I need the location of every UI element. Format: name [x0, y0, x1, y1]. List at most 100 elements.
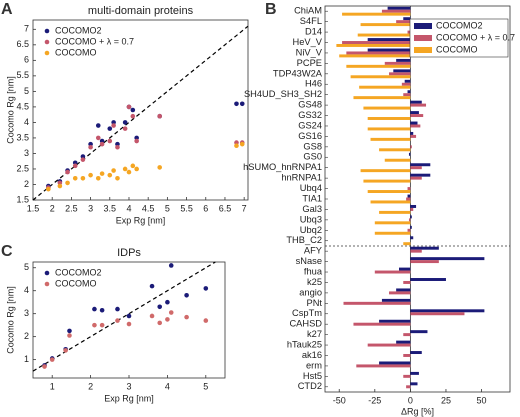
- legend-marker: [44, 270, 50, 276]
- data-point: [63, 348, 68, 353]
- bar: [410, 382, 418, 386]
- bar: [343, 301, 411, 305]
- bar: [410, 131, 414, 135]
- x-tick-label: 1: [50, 381, 55, 391]
- bar: [387, 6, 411, 10]
- bar: [401, 82, 411, 86]
- data-point: [134, 166, 139, 172]
- bar: [346, 51, 411, 55]
- data-point: [157, 304, 163, 310]
- bar: [410, 166, 422, 170]
- data-point: [111, 123, 116, 128]
- data-point: [203, 318, 209, 323]
- category-label: k27: [307, 329, 322, 339]
- bar: [399, 267, 411, 271]
- data-point: [234, 143, 239, 148]
- plot-frame: [32, 19, 249, 201]
- bar: [410, 278, 446, 281]
- y-tick-label: 3: [24, 148, 29, 158]
- data-point: [122, 166, 128, 172]
- category-label: TIA1: [302, 193, 322, 203]
- panel-label: C: [1, 243, 13, 260]
- bar: [393, 69, 411, 73]
- x-tick-label: 1.5: [27, 203, 40, 213]
- bar: [410, 173, 431, 177]
- bar: [389, 291, 411, 295]
- category-label: GS0: [303, 152, 322, 162]
- category-label: CspTm: [292, 308, 322, 318]
- bar: [379, 148, 411, 152]
- x-axis-label: ΔRg [%]: [401, 406, 434, 416]
- data-point: [107, 126, 113, 131]
- category-label: erm: [306, 360, 322, 370]
- x-tick-label: 3: [126, 381, 131, 391]
- category-label: AFY: [304, 246, 322, 256]
- data-point: [80, 157, 86, 162]
- bar: [410, 249, 422, 253]
- x-tick-label: 25: [441, 395, 451, 405]
- bar: [410, 371, 419, 375]
- bar: [360, 23, 411, 27]
- bar: [374, 221, 411, 225]
- bar: [407, 187, 411, 191]
- bar: [407, 30, 411, 34]
- category-label: hTauk25: [287, 340, 322, 350]
- x-tick-label: 3: [88, 203, 93, 213]
- category-label: H46: [305, 79, 322, 89]
- legend-label: COCOMO2: [55, 25, 102, 35]
- bar: [410, 114, 424, 118]
- bar: [410, 351, 422, 355]
- data-point: [92, 322, 97, 328]
- bar: [410, 176, 422, 180]
- data-point: [149, 283, 155, 289]
- bar: [381, 9, 411, 13]
- data-point: [80, 175, 86, 181]
- data-point: [49, 357, 55, 362]
- data-point: [115, 306, 120, 312]
- y-tick-label: 7: [24, 24, 29, 34]
- data-point: [107, 138, 113, 144]
- x-tick-label: 0: [408, 395, 413, 405]
- bar: [367, 127, 411, 131]
- bar: [404, 79, 411, 83]
- x-tick-label: 5.5: [180, 203, 193, 213]
- category-label: THB_C2: [286, 235, 322, 245]
- data-point: [88, 144, 93, 150]
- data-point: [72, 175, 78, 181]
- data-point: [65, 169, 70, 175]
- bar: [342, 41, 411, 44]
- x-tick-label: 2.5: [65, 203, 78, 213]
- category-label: GS16: [298, 131, 322, 141]
- bar: [410, 236, 414, 240]
- legend-marker: [44, 281, 50, 287]
- bar: [339, 54, 411, 58]
- data-point: [99, 141, 105, 147]
- x-tick-label: 4.5: [142, 203, 155, 213]
- data-point: [92, 306, 97, 312]
- category-label: PCPE: [297, 58, 322, 68]
- bar: [410, 163, 431, 167]
- data-point: [115, 175, 120, 181]
- category-label: D14: [305, 27, 322, 37]
- category-label: Hst5: [303, 371, 322, 381]
- identity-line: [32, 261, 216, 372]
- x-tick-label: 6: [203, 203, 208, 213]
- x-axis-label: Exp Rg [nm]: [116, 215, 166, 225]
- bar: [374, 270, 411, 274]
- bar: [408, 152, 411, 156]
- data-point: [67, 333, 72, 338]
- data-point: [157, 165, 162, 170]
- bar: [357, 33, 411, 37]
- data-point: [134, 138, 139, 144]
- category-label: k25: [307, 277, 322, 287]
- bar: [346, 64, 411, 68]
- bar: [410, 100, 422, 104]
- y-tick-label: 2: [24, 179, 29, 189]
- data-point: [168, 263, 174, 268]
- data-point: [122, 126, 128, 131]
- data-point: [126, 313, 132, 319]
- category-label: ChiAM: [294, 6, 322, 16]
- data-point: [239, 141, 245, 147]
- data-point: [149, 313, 155, 319]
- data-point: [107, 172, 113, 178]
